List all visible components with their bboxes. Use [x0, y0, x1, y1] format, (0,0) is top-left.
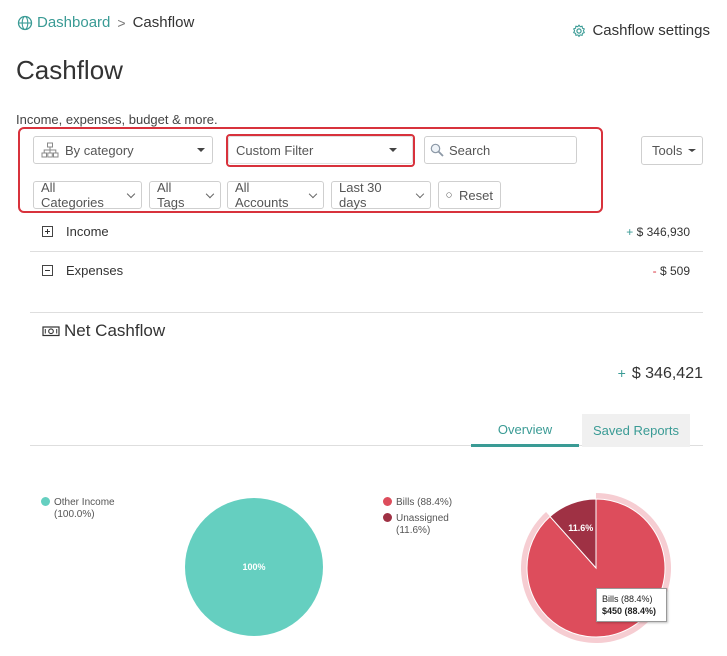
page-subtitle: Income, expenses, budget & more. [16, 112, 218, 127]
period-dropdown[interactable]: Last 30 days [331, 180, 431, 210]
breadcrumb-separator: > [117, 14, 126, 31]
tabs-divider [30, 445, 703, 446]
tooltip-line2: $450 (88.4%) [602, 606, 657, 616]
income-legend: Other Income (100.0%) [41, 497, 115, 521]
hierarchy-icon [41, 142, 59, 158]
legend-swatch [383, 497, 392, 506]
tags-value: All Tags [157, 180, 185, 210]
expenses-label: Expenses [66, 263, 124, 278]
filter-highlight-box [18, 127, 603, 213]
search-placeholder: Search [449, 142, 491, 158]
reset-circle-icon [446, 192, 452, 198]
search-icon [430, 143, 444, 157]
legend-pct: (100.0%) [54, 509, 95, 520]
expense-pie-chart: 11.6% [521, 493, 671, 643]
pie-slice-other-income[interactable] [185, 498, 323, 636]
net-cashflow-heading: Net Cashflow [42, 321, 165, 341]
legend-pct: (11.6%) [396, 525, 431, 536]
caret-down-icon [389, 148, 397, 152]
row-divider [30, 251, 703, 252]
expense-legend: Bills (88.4%) Unassigned (11.6%) [383, 497, 452, 537]
breadcrumb-dashboard-link[interactable]: Dashboard [37, 14, 111, 31]
caret-down-icon [197, 148, 205, 152]
chevron-down-icon [415, 189, 425, 198]
net-sign: + [617, 365, 626, 381]
chevron-down-icon [205, 189, 215, 198]
categories-value: All Categories [41, 180, 104, 210]
income-label: Income [66, 224, 109, 239]
reset-label: Reset [459, 187, 493, 203]
legend-item-bills[interactable]: Bills (88.4%) [383, 497, 452, 509]
expand-icon[interactable] [42, 226, 53, 237]
pie-label-unassigned: 11.6% [568, 523, 593, 533]
pie-slice-unassigned[interactable] [549, 498, 597, 570]
income-sign: + [626, 224, 634, 239]
chevron-down-icon [126, 189, 136, 198]
legend-label: Other Income [54, 497, 115, 508]
page-title: Cashflow [16, 55, 123, 85]
legend-swatch [41, 497, 50, 506]
search-input[interactable]: Search [424, 136, 577, 164]
tab-saved-reports[interactable]: Saved Reports [582, 414, 690, 447]
custom-filter-value: Custom Filter [236, 142, 314, 158]
legend-label: Unassigned [396, 513, 449, 524]
collapse-icon[interactable] [42, 265, 53, 276]
expenses-sign: - [652, 263, 657, 278]
custom-filter-highlight [226, 134, 415, 167]
group-by-value: By category [65, 142, 134, 158]
tools-button[interactable]: Tools [641, 136, 703, 165]
chevron-down-icon [308, 189, 318, 198]
net-cashflow-title: Net Cashflow [64, 321, 166, 340]
income-row[interactable]: Income + $ 346,930 [30, 212, 703, 251]
expenses-value: $ 509 [659, 263, 690, 278]
period-value: Last 30 days [339, 180, 382, 210]
caret-down-icon [688, 149, 697, 152]
globe-icon [17, 15, 33, 30]
money-icon [42, 326, 60, 337]
net-cashflow-amount: + $ 346,421 [618, 365, 703, 383]
chart-tooltip: Bills (88.4%) $450 (88.4%) [596, 588, 667, 622]
breadcrumb-current: Cashflow [132, 14, 195, 31]
reset-button[interactable]: Reset [438, 181, 501, 209]
settings-label: Cashflow settings [592, 22, 710, 39]
tooltip-line1: Bills (88.4%) [602, 594, 653, 604]
legend-item-unassigned[interactable]: Unassigned [383, 513, 452, 525]
accounts-value: All Accounts [235, 180, 289, 210]
income-value: $ 346,930 [636, 224, 690, 239]
accounts-dropdown[interactable]: All Accounts [227, 180, 324, 210]
net-value: $ 346,421 [631, 365, 703, 382]
gear-icon [573, 24, 586, 37]
tab-overview[interactable]: Overview [471, 414, 579, 447]
income-pie-chart: 100% [185, 498, 323, 636]
expenses-row[interactable]: Expenses - $ 509 [30, 251, 703, 290]
group-by-select[interactable]: By category [33, 136, 213, 164]
tools-label: Tools [652, 143, 683, 158]
legend-label: Bills (88.4%) [396, 497, 453, 508]
categories-dropdown[interactable]: All Categories [33, 180, 142, 210]
tags-dropdown[interactable]: All Tags [149, 180, 221, 210]
expenses-amount: - $ 509 [653, 264, 690, 278]
section-divider [30, 312, 703, 313]
custom-filter-select[interactable]: Custom Filter [228, 136, 413, 164]
legend-swatch [383, 513, 392, 522]
breadcrumb: Dashboard > Cashflow [17, 14, 194, 31]
legend-item-other-income[interactable]: Other Income [41, 497, 115, 509]
income-amount: + $ 346,930 [626, 225, 690, 239]
pie-label-other-income: 100% [242, 562, 265, 572]
cashflow-settings-link[interactable]: Cashflow settings [572, 22, 710, 39]
